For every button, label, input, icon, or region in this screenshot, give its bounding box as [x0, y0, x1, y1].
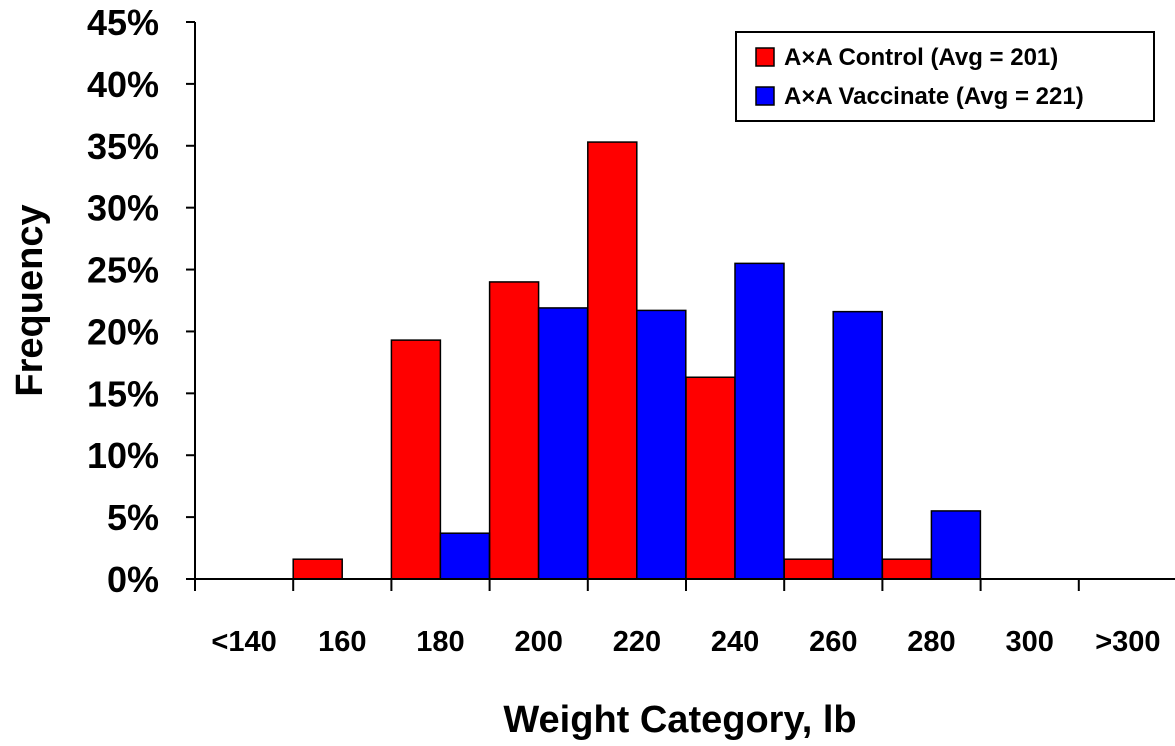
bar-vaccinate: [539, 308, 588, 579]
bar-vaccinate: [440, 533, 489, 579]
x-category-label: <140: [211, 626, 276, 658]
y-tick-label: 40%: [87, 64, 159, 105]
bar-control: [784, 559, 833, 579]
x-category-label: 300: [1006, 626, 1054, 658]
bar-control: [882, 559, 931, 579]
bar-control: [490, 282, 539, 579]
y-tick-label: 15%: [87, 373, 159, 414]
bar-vaccinate: [931, 511, 980, 579]
legend-label: A×A Control (Avg = 201): [784, 44, 1058, 71]
bar-vaccinate: [735, 263, 784, 579]
bar-control: [391, 340, 440, 579]
legend-label: A×A Vaccinate (Avg = 221): [784, 83, 1084, 110]
y-axis-title: Frequency: [9, 204, 51, 396]
y-tick-label: 35%: [87, 126, 159, 167]
bar-control: [686, 377, 735, 579]
bar-vaccinate: [833, 312, 882, 579]
bar-vaccinate: [637, 310, 686, 579]
y-ticks-group: 0% 5% 10% 15% 20% 25% 30% 35% 40% 45%: [87, 2, 195, 600]
y-tick-label: 25%: [87, 250, 159, 291]
x-category-label: 220: [613, 626, 661, 658]
bars-group: [293, 142, 980, 579]
y-tick-label: 45%: [87, 2, 159, 43]
x-category-label: 180: [416, 626, 464, 658]
x-axis-title: Weight Category, lb: [503, 699, 856, 741]
x-category-label: 200: [515, 626, 563, 658]
y-tick-label: 20%: [87, 311, 159, 352]
x-category-label: 240: [711, 626, 759, 658]
legend: A×A Control (Avg = 201) A×A Vaccinate (Av…: [736, 32, 1154, 121]
y-tick-label: 30%: [87, 188, 159, 229]
bar-control: [588, 142, 637, 579]
y-tick-label: 5%: [107, 497, 159, 538]
y-tick-label: 0%: [107, 559, 159, 600]
legend-swatch: [756, 87, 774, 105]
x-category-label: 260: [809, 626, 857, 658]
y-tick-label: 10%: [87, 435, 159, 476]
x-category-label: 160: [318, 626, 366, 658]
x-category-label: 280: [907, 626, 955, 658]
legend-swatch: [756, 48, 774, 66]
bar-control: [293, 559, 342, 579]
x-ticks-group: <140 160 180 200 220 240 260 280 300 >300: [195, 579, 1175, 658]
x-category-label: >300: [1095, 626, 1160, 658]
